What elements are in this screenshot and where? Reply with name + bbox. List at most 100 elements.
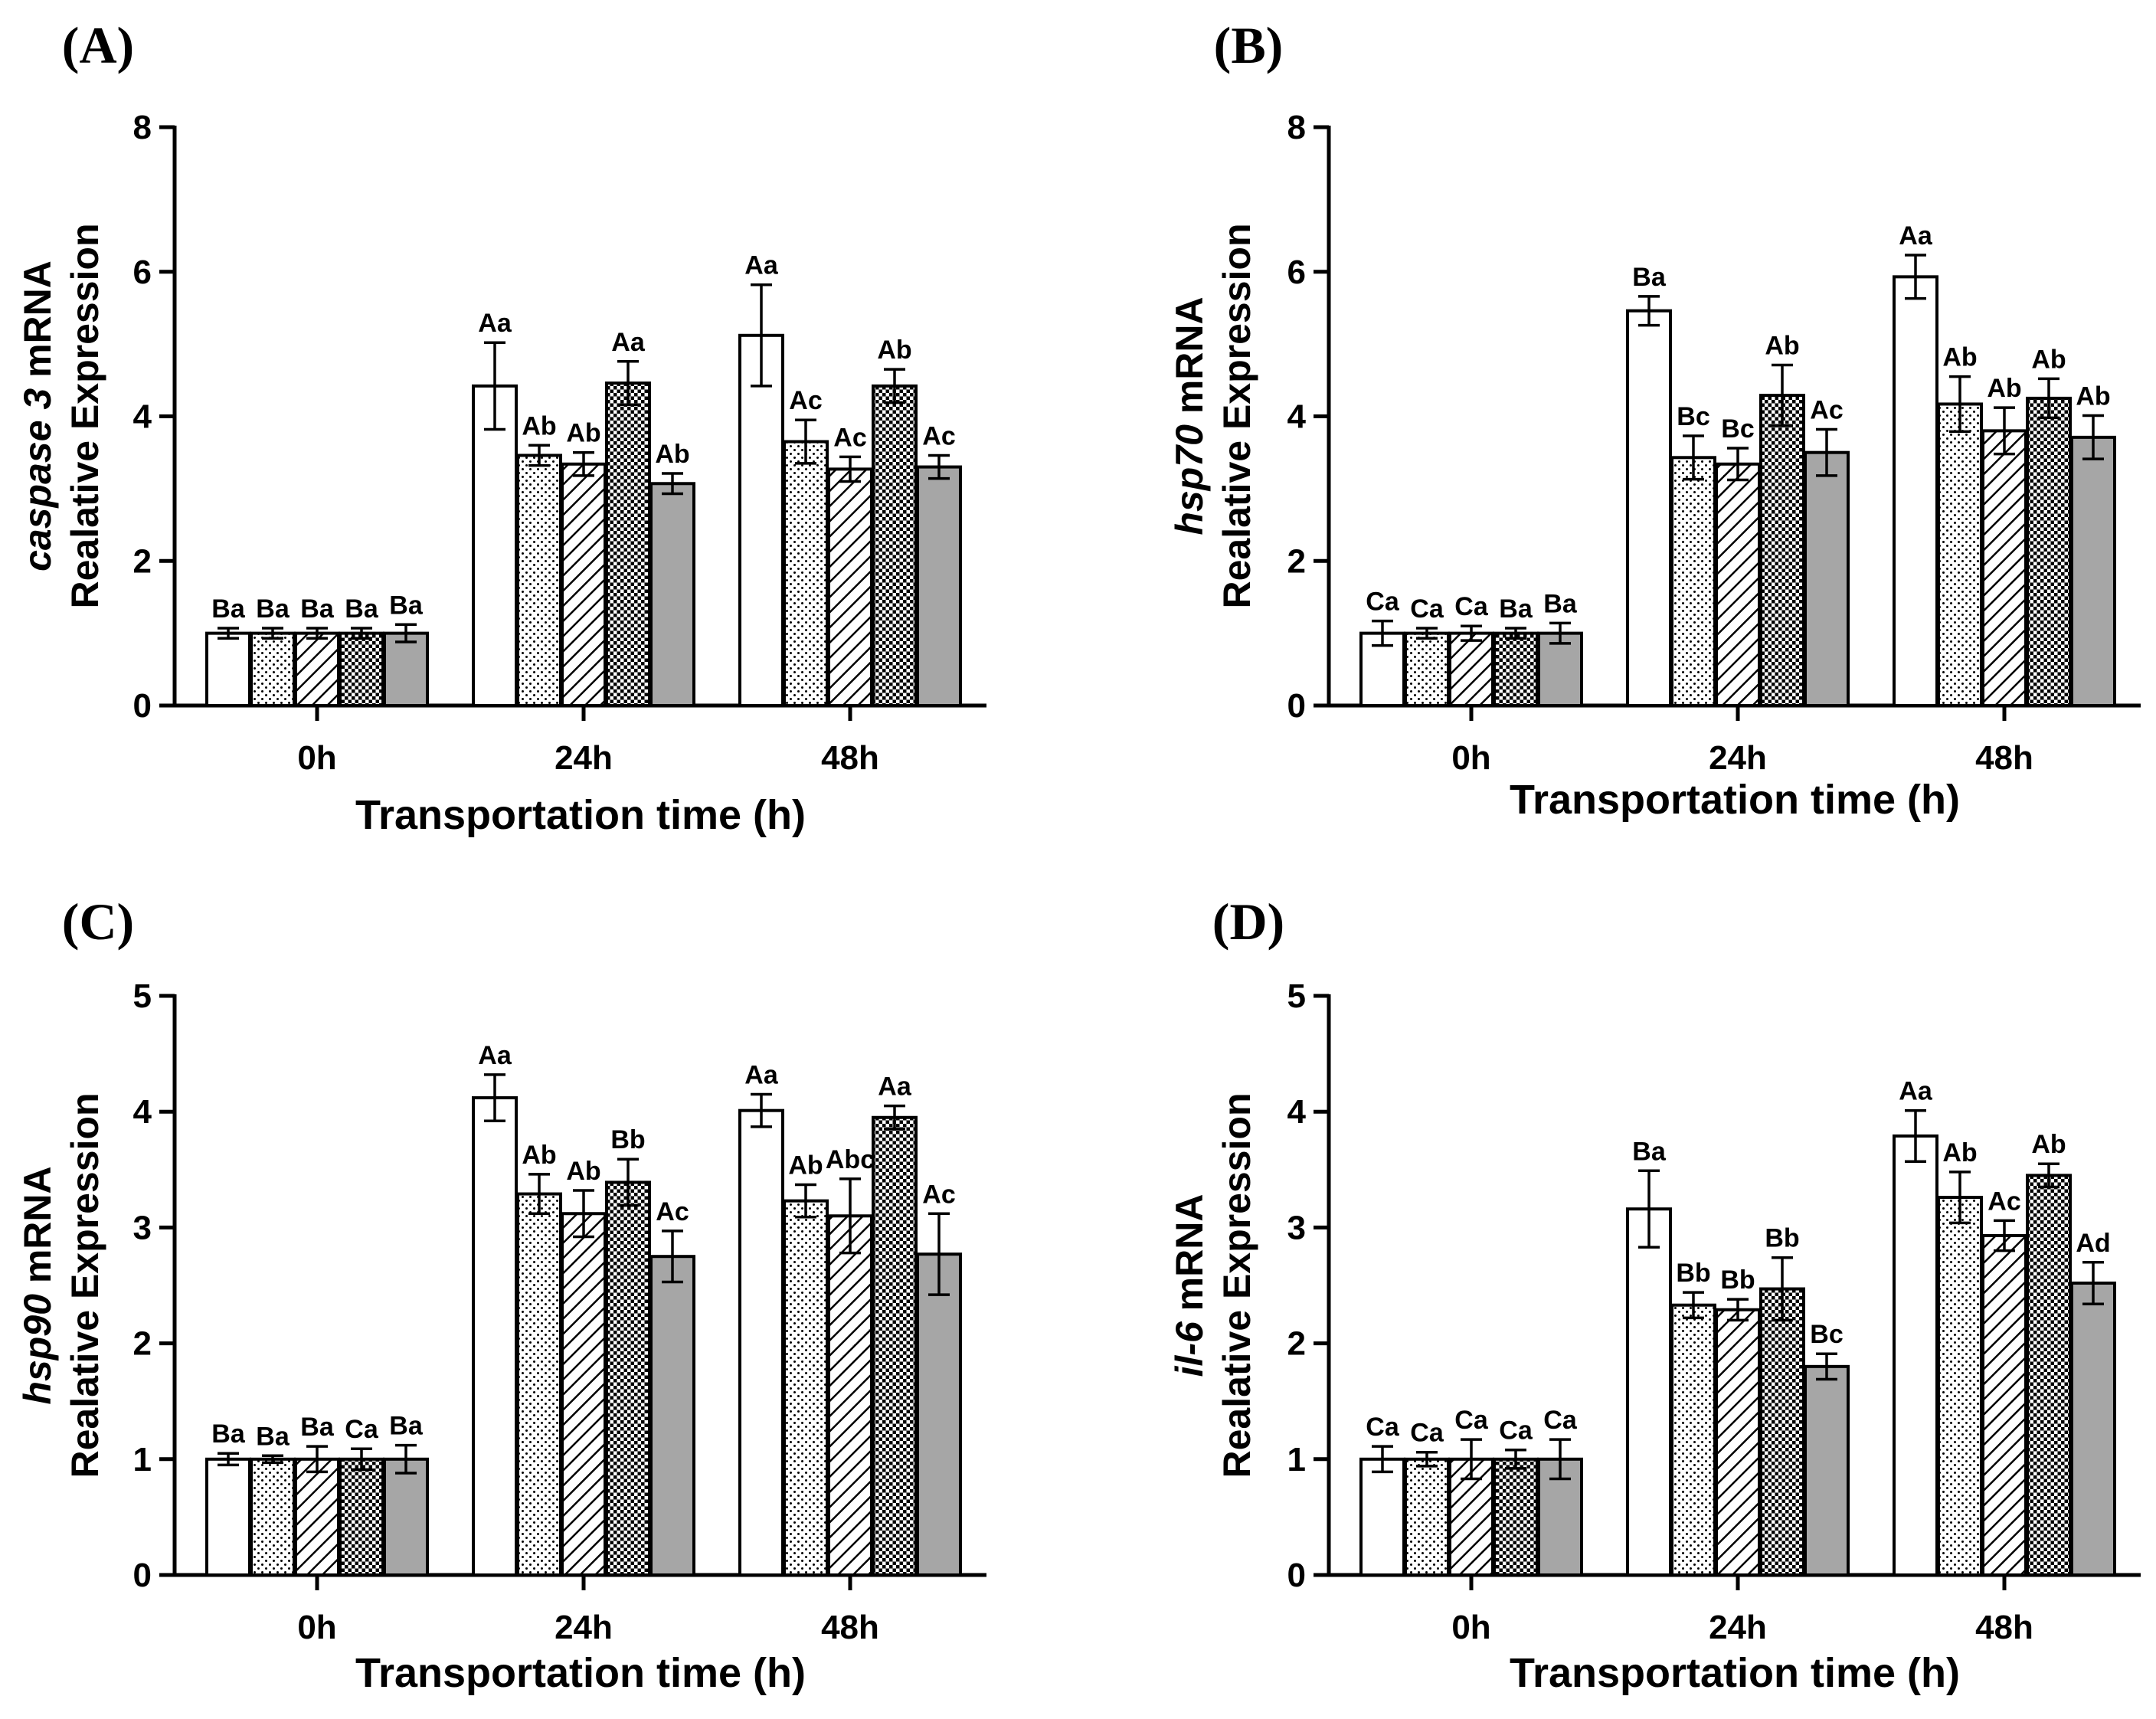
x-tick-label: 0h	[1451, 1609, 1490, 1646]
significance-label: Ab	[1987, 374, 2021, 403]
significance-label: Ba	[300, 1413, 335, 1442]
significance-label: Bb	[1765, 1224, 1799, 1253]
significance-label: Ca	[1410, 1419, 1444, 1448]
significance-label: Aa	[744, 251, 779, 280]
y-tick-label: 3	[133, 1209, 152, 1246]
panel-b: (B) 0 2 4 6 8 hsp70 mRNA Realative Expression 0h…	[1168, 16, 2141, 823]
x-tick-label: 24h	[555, 1609, 613, 1646]
bar	[1715, 1308, 1761, 1577]
bar	[1715, 462, 1761, 707]
bar	[1448, 631, 1494, 707]
y-tick-label: 8	[1287, 109, 1306, 146]
significance-label: Ba	[300, 594, 335, 624]
y-tick-label: 0	[133, 1557, 152, 1594]
bar	[1981, 1233, 2027, 1577]
x-axis-title: Transportation time (h)	[1510, 777, 1960, 823]
significance-label: Ab	[522, 411, 556, 440]
significance-label: Ac	[922, 1180, 955, 1209]
y-tick-label: 1	[133, 1441, 152, 1478]
significance-label: Ab	[788, 1151, 823, 1180]
y-axis-title: hsp90 mRNA Realative Expression	[16, 1092, 106, 1478]
significance-label: Aa	[611, 328, 646, 357]
significance-label: Bc	[1677, 402, 1709, 431]
y-tick-label: 2	[133, 542, 152, 580]
panel-d: (D) 0 1 2 3 4 5 il-6 mRNA Realative Expression 0h…	[1168, 892, 2141, 1696]
panel-label: (B)	[1214, 16, 1284, 74]
bar	[1937, 1196, 1983, 1577]
bar	[1759, 394, 1805, 707]
significance-label: Ba	[389, 591, 424, 620]
bar	[738, 333, 784, 707]
gene-name: hsp70	[1168, 424, 1211, 535]
x-tick-label: 0h	[297, 1609, 336, 1646]
significance-label: Ac	[1810, 395, 1843, 424]
x-axis-title: Transportation time (h)	[355, 792, 806, 838]
significance-label: Ca	[1499, 1416, 1533, 1446]
significance-label: Ba	[256, 594, 290, 624]
bar	[1981, 429, 2027, 707]
bar	[1626, 309, 1672, 707]
x-tick-label: 48h	[821, 1609, 879, 1646]
gene-name: il-6	[1168, 1321, 1211, 1377]
significance-label: Ba	[389, 1412, 424, 1441]
significance-label: Ac	[1988, 1187, 2020, 1216]
significance-label: Ba	[1499, 594, 1533, 624]
bar	[250, 1457, 296, 1577]
significance-label: Aa	[878, 1072, 912, 1102]
significance-label: Ba	[1632, 1137, 1667, 1166]
x-tick-label: 24h	[1709, 1609, 1767, 1646]
panel-c: (C) 0 1 2 3 4 5 hsp90 mRNA Realative Expression 0…	[16, 892, 986, 1696]
x-axis-title: Transportation time (h)	[1510, 1650, 1960, 1696]
x-tick-label: 0h	[297, 739, 336, 777]
y-tick-label: 4	[1287, 398, 1307, 436]
y-axis-title: il-6 mRNA Realative Expression	[1168, 1092, 1258, 1478]
x-tick-label: 24h	[1709, 739, 1767, 777]
bar	[872, 1115, 918, 1577]
significance-label: Bc	[1810, 1320, 1843, 1349]
significance-label: Ba	[1543, 589, 1578, 618]
significance-label: Aa	[744, 1061, 779, 1090]
x-tick-label: 0h	[1451, 739, 1490, 777]
y-axis-title: hsp70 mRNA Realative Expression	[1168, 223, 1258, 608]
bar	[2026, 396, 2072, 707]
bar	[916, 465, 962, 707]
significance-label: Ab	[1942, 1138, 1977, 1167]
bar	[516, 453, 562, 708]
significance-label: Ca	[1454, 1406, 1489, 1435]
bar	[827, 467, 873, 707]
significance-label: Bb	[1676, 1259, 1710, 1288]
bar	[2070, 1281, 2116, 1577]
bar	[1937, 402, 1983, 707]
bar	[383, 1457, 429, 1577]
panel-label: (D)	[1212, 892, 1284, 951]
significance-label: Ac	[789, 386, 822, 415]
bar	[2026, 1174, 2072, 1577]
bar	[561, 462, 607, 707]
significance-label: Ac	[833, 423, 866, 452]
y-tick-label: 4	[133, 1093, 152, 1131]
y-tick-label: 2	[1287, 542, 1306, 580]
significance-label: Ab	[522, 1141, 556, 1170]
bar	[1493, 631, 1539, 707]
significance-label: Ba	[256, 1422, 290, 1451]
bar	[649, 1255, 695, 1577]
bar	[205, 1457, 251, 1577]
y-tick-label: 5	[1287, 977, 1306, 1015]
bar	[1893, 1134, 1938, 1577]
significance-label: Ac	[656, 1197, 689, 1226]
bar	[516, 1192, 562, 1577]
bar	[738, 1108, 784, 1577]
y-tick-label: 0	[1287, 687, 1306, 725]
bar	[1670, 456, 1716, 707]
panel-label: (C)	[62, 892, 134, 951]
significance-label: Ab	[877, 336, 911, 365]
significance-label: Ab	[566, 419, 600, 448]
y-axis-title: caspase 3 mRNA Realative Expression	[16, 223, 106, 608]
y-tick-label: 0	[1287, 1557, 1306, 1594]
bar	[1759, 1287, 1805, 1577]
y-tick-label: 4	[133, 398, 152, 436]
bar	[1893, 275, 1938, 707]
significance-label: Ca	[1366, 588, 1400, 617]
panel-label: (A)	[62, 16, 134, 74]
